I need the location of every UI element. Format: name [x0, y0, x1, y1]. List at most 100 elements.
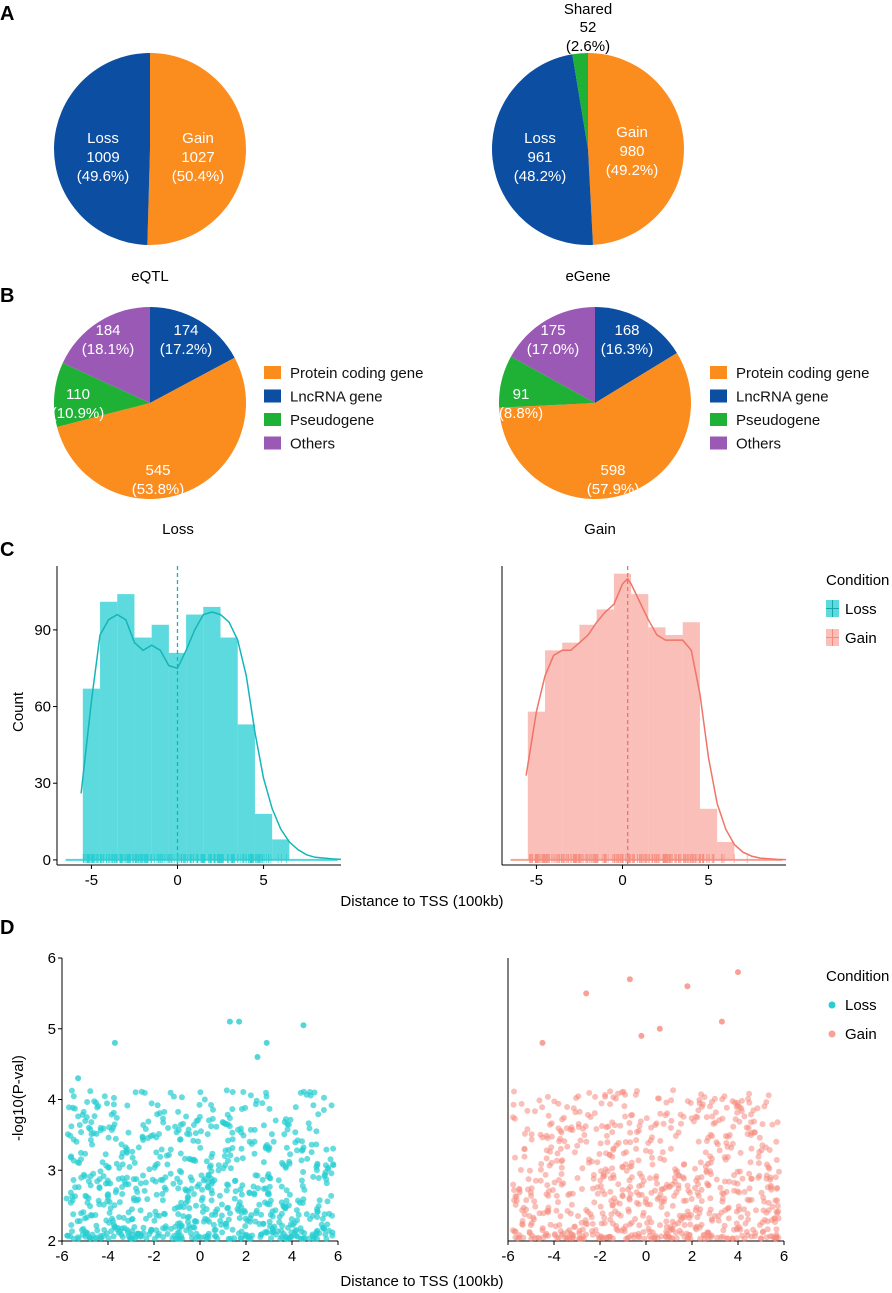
scatter-point — [694, 1114, 701, 1121]
scatter-point — [220, 1165, 227, 1172]
scatter-point — [215, 1167, 222, 1174]
scatter-point — [245, 1235, 252, 1242]
scatter-point — [649, 1154, 655, 1161]
scatter-point — [646, 1215, 653, 1222]
pie-slice-gain — [588, 53, 685, 245]
scatter-point — [304, 1155, 311, 1162]
scatter-point — [306, 1235, 313, 1242]
scatter-point — [113, 1160, 120, 1167]
scatter-point — [564, 1234, 571, 1241]
scatter-point — [574, 1175, 581, 1181]
scatter-point — [125, 1209, 132, 1216]
scatter-point — [204, 1131, 211, 1138]
scatter-point — [663, 1099, 670, 1106]
scatter-point — [704, 1229, 711, 1236]
scatter-point — [597, 1177, 604, 1184]
scatter-point — [553, 1207, 560, 1214]
scatter-point — [660, 1120, 667, 1127]
scatter-point — [559, 1157, 566, 1164]
scatter-point — [647, 1175, 653, 1182]
scatter-point — [579, 1233, 586, 1240]
scatter-point — [563, 1125, 570, 1132]
scatter-point — [680, 1175, 687, 1182]
shared-pct: (2.6%) — [566, 38, 610, 55]
scatter-point — [690, 1118, 697, 1125]
scatter-point — [668, 1117, 675, 1124]
scatter-point — [512, 1193, 519, 1200]
scatter-point — [765, 1199, 772, 1206]
scatter-point — [125, 1232, 132, 1239]
scatter-point — [717, 1184, 724, 1191]
legend-d-gain-dot — [828, 1030, 836, 1038]
scatter-point — [306, 1089, 313, 1095]
scatter-point — [528, 1136, 535, 1143]
panel-label-a: A — [0, 3, 14, 25]
scatter-point — [703, 1138, 710, 1144]
scatter-point — [738, 1108, 745, 1115]
hist-bar — [596, 609, 614, 860]
scatter-point — [613, 1226, 620, 1232]
scatter-point — [260, 1220, 267, 1227]
scatter-point — [130, 1176, 137, 1183]
scatter-point — [286, 1158, 293, 1165]
hist-bar — [699, 808, 718, 860]
scatter-point — [298, 1228, 305, 1235]
scatter-point — [632, 1091, 639, 1098]
scatter-point — [657, 1110, 664, 1117]
scatter-point — [70, 1093, 77, 1100]
legend-d-loss-dot — [828, 1001, 836, 1009]
scatter-point — [554, 1235, 561, 1242]
scatter-point — [75, 1113, 82, 1120]
scatter-point — [176, 1179, 183, 1186]
x-tick-label: 5 — [259, 872, 267, 889]
scatter-point — [140, 1137, 147, 1143]
legend-swatch-others — [264, 436, 281, 450]
pie-label-value: 961 — [527, 149, 552, 166]
scatter-point — [617, 1122, 624, 1129]
pie-label-name: Loss — [87, 130, 119, 147]
scatter-point — [604, 1234, 611, 1241]
scatter-point — [280, 1161, 287, 1168]
scatter-point — [219, 1229, 226, 1236]
pie-slice-pseudogene — [499, 356, 595, 408]
scatter-point — [258, 1231, 265, 1238]
scatter-point — [514, 1235, 521, 1242]
scatter-point — [640, 1209, 647, 1216]
scatter-point — [724, 1205, 731, 1212]
scatter-point — [751, 1118, 758, 1125]
scatter-point — [287, 1116, 294, 1123]
scatter-point — [238, 1191, 245, 1198]
legend-swatch-protein-coding-gene — [264, 366, 281, 379]
scatter-loss: -6 -4 -2 0 2 4 6 2 3 4 5 6 — [48, 950, 343, 1265]
scatter-point — [564, 1143, 571, 1150]
scatter-point — [180, 1120, 186, 1127]
scatter-point — [152, 1178, 159, 1185]
pie-label-value: 598 — [600, 462, 625, 479]
d-xlabel: Distance to TSS (100kb) — [340, 1273, 503, 1290]
scatter-point — [324, 1198, 331, 1205]
scatter-point — [681, 1161, 688, 1168]
scatter-point — [548, 1144, 555, 1151]
scatter-point — [247, 1092, 254, 1099]
scatter-point — [188, 1185, 195, 1192]
scatter-point — [574, 1142, 581, 1149]
scatter-point — [597, 1235, 604, 1242]
scatter-point — [584, 1111, 591, 1118]
scatter-point — [579, 1165, 586, 1172]
legend-genetype-loss: Protein coding gene LncRNA gene Pseudogene… — [264, 365, 423, 453]
scatter-point — [161, 1108, 168, 1115]
scatter-point — [537, 1177, 544, 1184]
pie-label-pct: (17.2%) — [160, 341, 213, 358]
scatter-point — [526, 1167, 533, 1174]
scatter-point — [321, 1094, 327, 1101]
scatter-point — [97, 1168, 104, 1175]
d-ylabel: -log10(P-val) — [10, 1055, 27, 1141]
scatter-point — [545, 1188, 552, 1195]
scatter-point — [78, 1156, 84, 1163]
scatter-point — [748, 1175, 755, 1182]
legend-swatch-lncrna-gene — [264, 389, 281, 403]
x-tick-label: -5 — [85, 872, 98, 889]
legend-swatch-lncrna-gene — [710, 389, 727, 403]
scatter-point — [744, 1210, 751, 1217]
scatter-point — [521, 1153, 528, 1160]
